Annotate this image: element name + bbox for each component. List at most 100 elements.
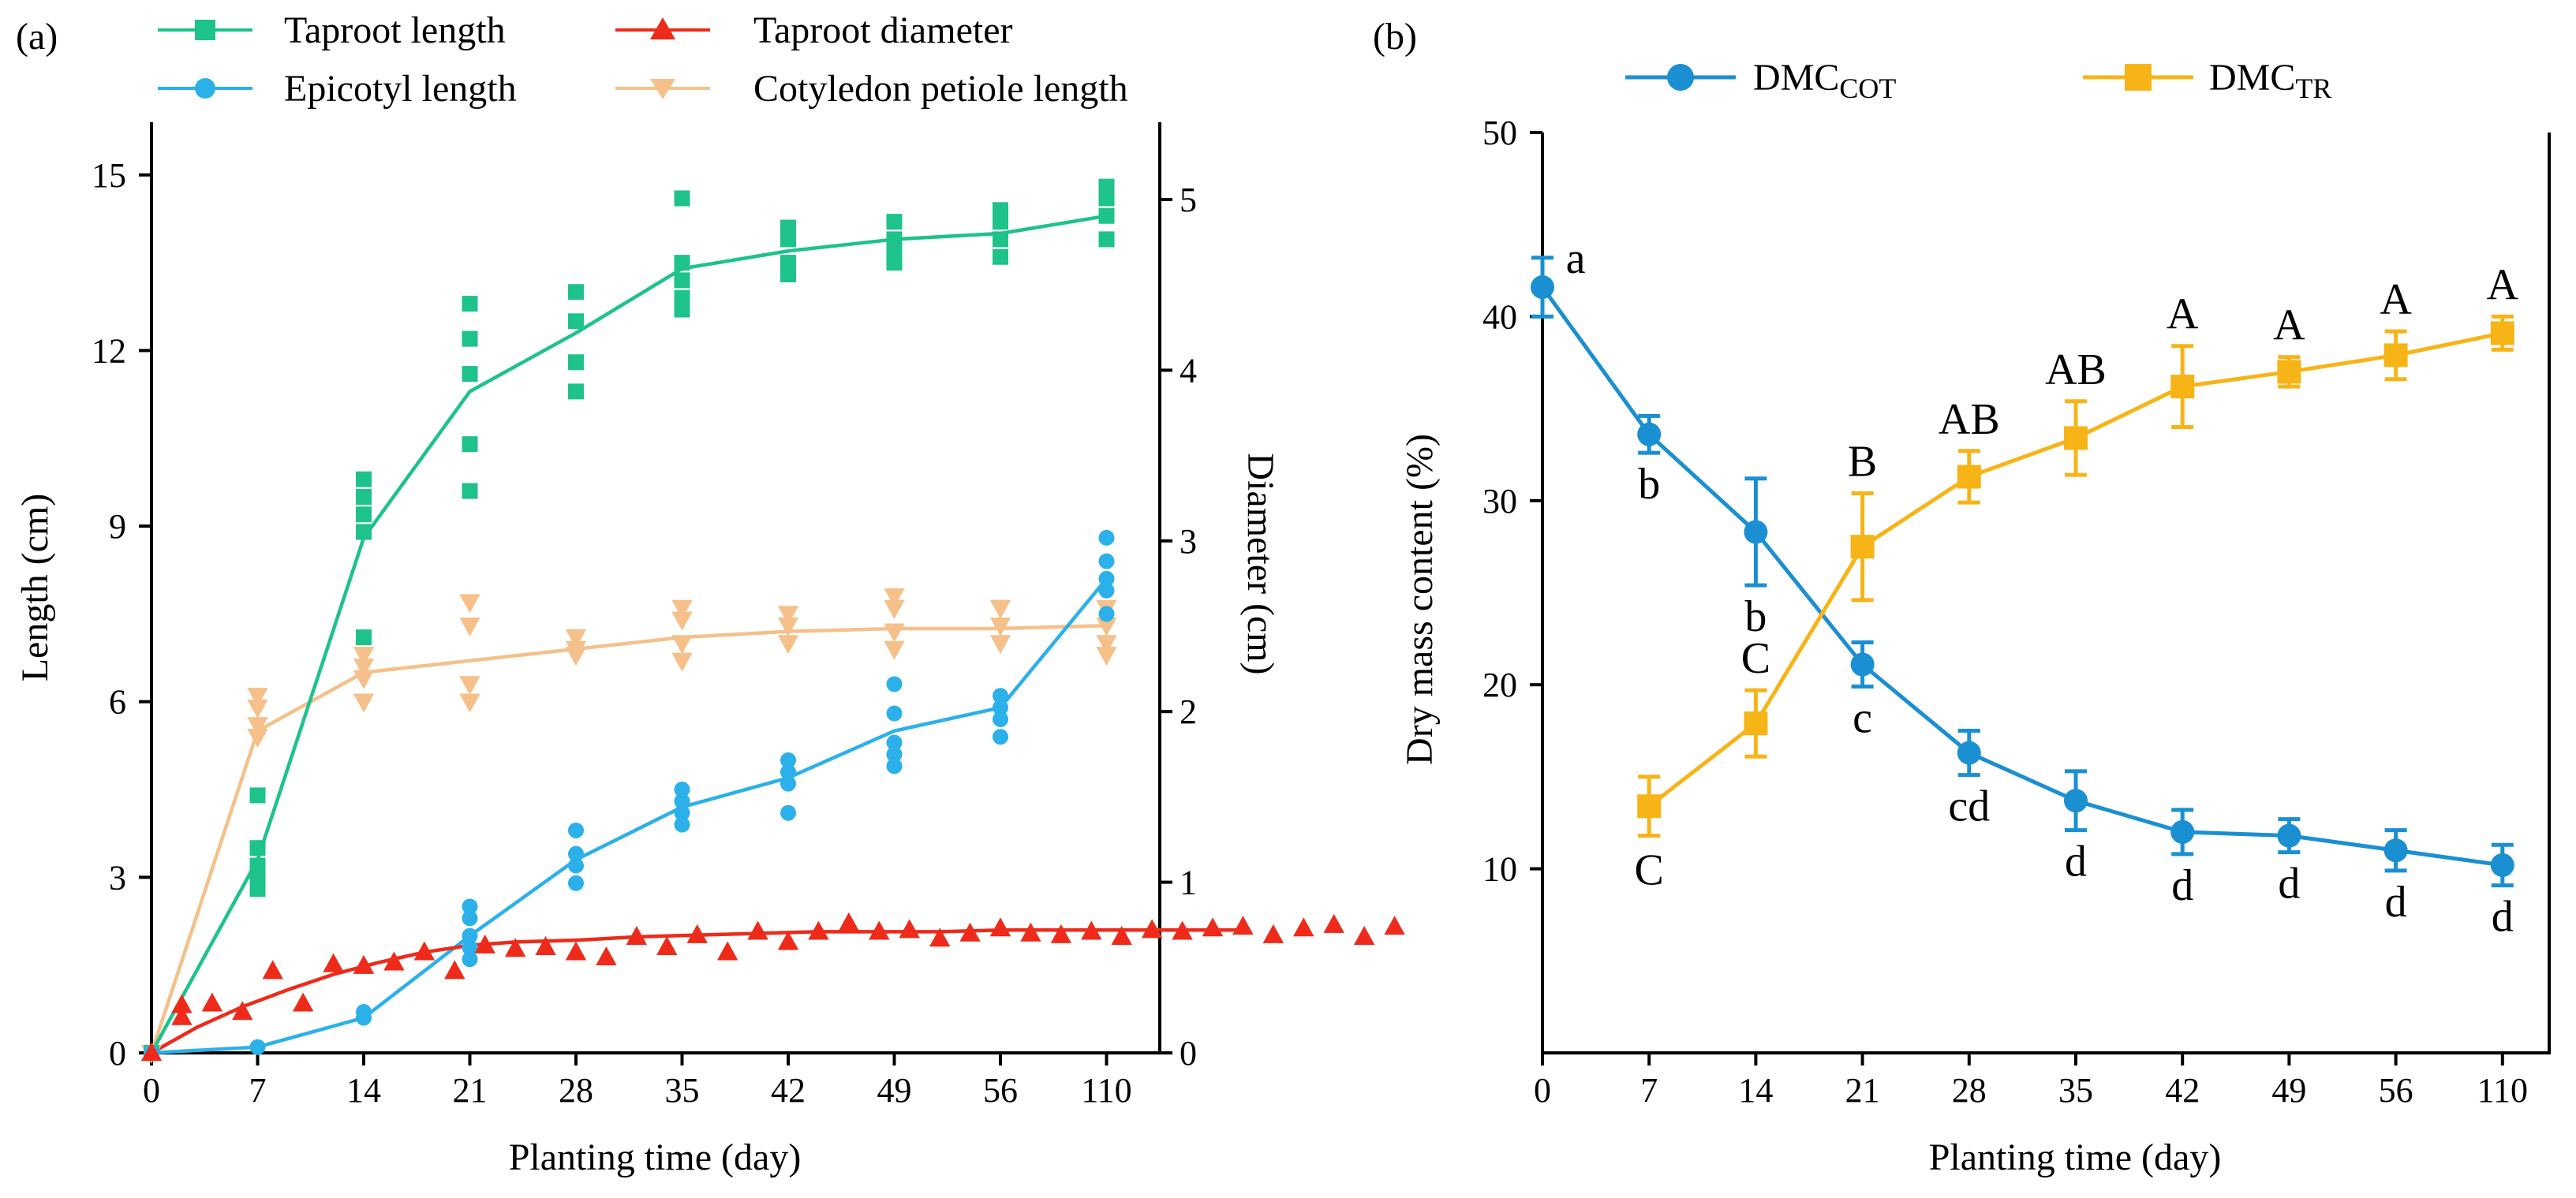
y-axis-label-a: Length (cm) — [14, 494, 56, 682]
point-taproot-diameter — [1020, 922, 1041, 942]
point-epicotyl-length — [568, 845, 584, 862]
letter-dmc-cot: d — [2171, 861, 2193, 910]
point-cotyledon-petiole-length — [671, 652, 693, 672]
point-epicotyl-length — [462, 898, 478, 915]
point-taproot-length — [886, 214, 903, 230]
legend-item-epicotyl-length: Epicotyl length — [158, 68, 517, 110]
point-dmc-cot — [1850, 652, 1875, 677]
point-dmc-tr — [2277, 360, 2301, 384]
point-taproot-diameter — [232, 1001, 253, 1021]
point-cotyledon-petiole-length — [777, 635, 799, 655]
letter-dmc-cot: d — [2278, 860, 2300, 909]
point-cotyledon-petiole-length — [353, 670, 375, 689]
point-cotyledon-petiole-length — [671, 611, 693, 631]
series-b — [1531, 256, 2514, 888]
point-dmc-tr — [2490, 321, 2514, 345]
point-epicotyl-length — [462, 927, 478, 944]
legend-label-cotyledon-petiole-length: Cotyledon petiole length — [753, 68, 1128, 110]
y2-tick-label-a: 4 — [1180, 351, 1197, 390]
y-tick-label-a: 9 — [109, 507, 126, 546]
point-taproot-length — [249, 881, 266, 898]
point-taproot-diameter — [1141, 919, 1163, 939]
point-taproot-length — [780, 231, 796, 248]
x-tick-label-a: 110 — [1081, 1071, 1131, 1110]
x-tick-label-a: 56 — [983, 1071, 1018, 1110]
series-points-a — [140, 178, 1405, 1064]
legend-marker-epicotyl-length — [195, 78, 215, 99]
point-cotyledon-petiole-length — [565, 629, 587, 648]
point-cotyledon-petiole-length — [989, 635, 1011, 655]
point-dmc-tr — [1744, 711, 1768, 736]
point-dmc-cot — [2277, 823, 2301, 848]
y-tick-label-a: 15 — [92, 156, 126, 195]
point-taproot-diameter — [323, 953, 344, 972]
legend-item-dmc-cot: DMCCOT — [1625, 57, 1896, 104]
point-cotyledon-petiole-length — [671, 635, 693, 655]
point-taproot-diameter — [1050, 924, 1072, 943]
letter-dmc-cot: d — [2492, 893, 2514, 942]
point-taproot-length — [462, 436, 478, 453]
x-tick-label-b: 35 — [2058, 1071, 2093, 1110]
x-tick-label-b: 14 — [1738, 1071, 1773, 1110]
line-taproot-length — [150, 214, 1107, 1054]
legend-item-cotyledon-petiole-length: Cotyledon petiole length — [615, 68, 1128, 110]
letter-dmc-tr: A — [2273, 301, 2305, 350]
point-taproot-length — [249, 840, 266, 857]
point-taproot-diameter — [808, 920, 829, 940]
letter-dmc-cot: b — [1638, 460, 1660, 509]
point-taproot-diameter — [565, 941, 587, 961]
point-cotyledon-petiole-length — [247, 729, 268, 748]
point-taproot-diameter — [201, 992, 223, 1012]
panel-label-b: (b) — [1373, 16, 1417, 58]
point-epicotyl-length — [1098, 606, 1115, 622]
point-epicotyl-length — [462, 910, 478, 927]
point-cotyledon-petiole-length — [353, 693, 375, 713]
legend-marker-taproot-length — [195, 20, 215, 40]
point-dmc-cot — [1531, 275, 1554, 300]
point-epicotyl-length — [1098, 570, 1115, 587]
y-ticks-left-a: 0 3 6 9 12 15 — [92, 156, 151, 1073]
letter-dmc-tr: A — [2380, 275, 2412, 324]
point-taproot-diameter — [959, 922, 981, 942]
point-epicotyl-length — [568, 875, 584, 891]
legend-marker-dmc-cot — [1667, 64, 1694, 91]
point-dmc-cot — [1637, 422, 1662, 446]
point-epicotyl-length — [249, 1039, 266, 1055]
point-taproot-length — [249, 787, 266, 804]
point-dmc-tr — [2170, 375, 2195, 399]
point-taproot-diameter — [474, 934, 495, 954]
point-epicotyl-length — [568, 822, 584, 838]
point-taproot-diameter — [140, 1042, 163, 1062]
legend-a: Taproot length Taproot diameter Epicotyl… — [158, 9, 1128, 110]
point-taproot-diameter — [292, 992, 314, 1012]
y-ticks-right-a: 0 1 2 3 4 5 — [1160, 181, 1197, 1073]
legend-label-dmc-cot-sub: COT — [1839, 73, 1896, 104]
point-epicotyl-length — [993, 729, 1008, 745]
y-tick-label-a: 0 — [109, 1034, 126, 1073]
point-taproot-length — [993, 231, 1008, 248]
point-taproot-diameter — [596, 946, 617, 966]
x-axis-label-b: Planting time (day) — [1929, 1136, 2222, 1178]
point-taproot-length — [1098, 190, 1115, 207]
x-tick-label-b: 7 — [1640, 1071, 1658, 1110]
letter-dmc-tr: B — [1848, 437, 1877, 486]
point-taproot-length — [993, 214, 1008, 230]
point-taproot-diameter — [899, 919, 920, 939]
point-cotyledon-petiole-length — [247, 688, 268, 707]
point-epicotyl-length — [674, 804, 690, 821]
point-taproot-diameter — [716, 941, 738, 961]
point-taproot-length — [993, 248, 1008, 265]
point-taproot-length — [568, 284, 584, 300]
line-dmc-cot — [1540, 286, 2503, 868]
x-tick-label-b: 56 — [2379, 1071, 2413, 1110]
legend-label-dmc-cot-main: DMC — [1753, 57, 1839, 99]
point-taproot-diameter — [1353, 926, 1375, 946]
point-epicotyl-length — [1098, 582, 1115, 599]
x-tick-label-b: 0 — [1534, 1071, 1551, 1110]
point-epicotyl-length — [886, 746, 903, 763]
point-dmc-cot — [2383, 838, 2408, 863]
point-cotyledon-petiole-length — [565, 647, 587, 666]
point-cotyledon-petiole-length — [353, 647, 375, 666]
y-tick-label-b: 20 — [1482, 666, 1517, 704]
